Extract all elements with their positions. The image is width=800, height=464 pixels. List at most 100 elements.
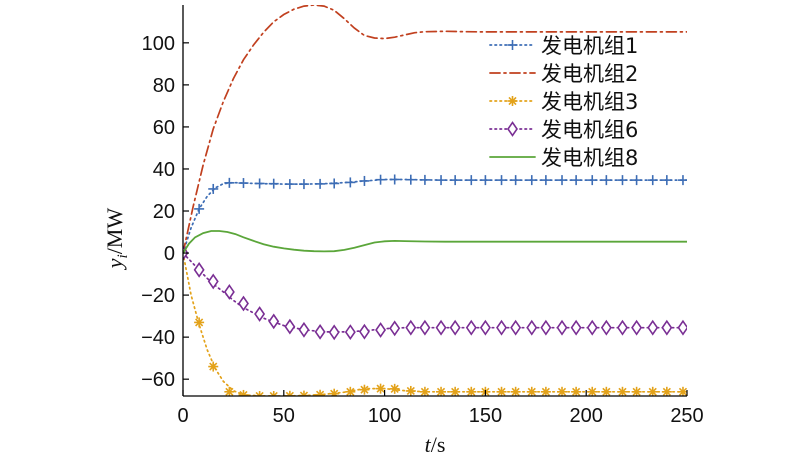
- series-1-marker: [389, 174, 400, 185]
- series-4-marker: [344, 324, 356, 341]
- series-3-marker: [419, 386, 430, 396]
- series-1-marker: [359, 175, 370, 186]
- legend-item: 发电机组1: [489, 34, 638, 58]
- series-3-marker: [375, 383, 386, 394]
- series-3-marker: [436, 386, 447, 396]
- y-tick-label: 80: [153, 75, 175, 97]
- y-axis-unit: /MW: [102, 208, 127, 255]
- y-axis-sub: i: [115, 254, 131, 258]
- series-3-marker: [466, 386, 477, 396]
- series-1-marker: [631, 175, 642, 186]
- series-4-marker: [193, 261, 205, 278]
- series-4-marker: [540, 319, 552, 336]
- series-1-marker: [496, 175, 507, 186]
- series-1-marker: [526, 175, 537, 186]
- y-axis-label: yi/MW: [102, 208, 131, 271]
- series-1-marker: [194, 203, 205, 214]
- series-3-marker: [254, 391, 265, 396]
- series-3-marker: [359, 384, 370, 395]
- series-4-marker: [328, 324, 340, 341]
- series-4-marker: [435, 319, 447, 336]
- legend-label: 发电机组2: [541, 62, 638, 86]
- series-3-marker: [647, 386, 658, 396]
- y-tick-label: −40: [141, 327, 175, 349]
- series-4-marker: [298, 321, 310, 338]
- series-1-marker: [419, 174, 430, 185]
- x-axis-var: t: [425, 432, 432, 457]
- series-3-marker: [224, 386, 235, 396]
- series-1-marker: [208, 183, 219, 194]
- series-4-marker: [465, 319, 477, 336]
- series-4-marker: [661, 319, 673, 336]
- series-3-marker: [405, 385, 416, 396]
- series-1-marker: [587, 175, 598, 186]
- series-3-marker: [571, 386, 582, 396]
- x-axis-unit: /s: [431, 432, 446, 457]
- series-1-marker: [268, 178, 279, 189]
- series-1-marker: [436, 175, 447, 186]
- series-1-marker: [405, 174, 416, 185]
- series-4-marker: [358, 323, 370, 340]
- series-4-marker: [405, 319, 417, 336]
- series-4-marker: [223, 284, 235, 300]
- series-1-marker: [617, 175, 628, 186]
- series-3-marker: [510, 386, 521, 396]
- series-1-marker: [466, 175, 477, 186]
- series-3-marker: [450, 386, 461, 396]
- series-1-marker: [315, 178, 326, 189]
- y-tick-label: −20: [141, 285, 175, 307]
- series-3-marker: [557, 386, 568, 396]
- series-4-marker: [677, 319, 687, 336]
- series-1-marker: [510, 175, 521, 186]
- series-4-marker: [254, 306, 266, 322]
- series-4-marker: [526, 319, 538, 336]
- series-3-marker: [526, 386, 537, 396]
- series-3-marker: [631, 386, 642, 396]
- series-3-marker: [238, 389, 249, 396]
- legend-item: 发电机组8: [489, 146, 638, 170]
- series-1-marker: [238, 178, 249, 189]
- series-3-marker: [540, 386, 551, 396]
- series-1-marker: [450, 175, 461, 186]
- legend-marker: [507, 121, 518, 137]
- series-1-marker: [601, 175, 612, 186]
- legend-item: 发电机组3: [489, 90, 638, 114]
- series-3-marker: [661, 386, 672, 396]
- y-tick-label: 0: [164, 243, 175, 265]
- y-tick-label: 40: [153, 159, 175, 181]
- legend: 发电机组1 发电机组2 发电机组3 发电机组6 发电机组8: [489, 34, 638, 170]
- series-4-marker: [479, 319, 491, 336]
- series-3-marker: [315, 389, 326, 396]
- series-4-marker: [419, 319, 431, 336]
- series-1-marker: [661, 175, 672, 186]
- series-3-marker: [389, 383, 400, 394]
- x-tick-label: 50: [273, 405, 295, 427]
- series-4-marker: [449, 319, 461, 336]
- series-1-marker: [345, 177, 356, 188]
- legend-item: 发电机组2: [489, 62, 638, 86]
- series-1-marker: [375, 174, 386, 185]
- legend-marker: [507, 40, 518, 50]
- series-1-marker: [540, 175, 551, 186]
- series-1-marker: [571, 175, 582, 186]
- legend-marker: [507, 96, 518, 106]
- x-tick-label: 150: [469, 405, 502, 427]
- series-3-marker: [329, 388, 340, 396]
- series-4-marker: [617, 319, 628, 336]
- series-1-marker: [224, 177, 235, 188]
- series-4-marker: [600, 319, 612, 336]
- series-4-marker: [647, 319, 659, 336]
- y-tick-label: 20: [153, 201, 175, 223]
- series-1-marker: [677, 175, 687, 186]
- axes-layer: 0 50 100 150 200 250 −60 −40 −20 0 20 40 60 80 100: [141, 5, 704, 427]
- legend-item: 发电机组6: [489, 118, 638, 142]
- series-3-marker: [601, 386, 612, 396]
- series-4-marker: [284, 318, 296, 335]
- x-tick-label: 200: [570, 405, 603, 427]
- series-3-marker: [268, 391, 279, 396]
- series-4-marker: [496, 319, 508, 336]
- series-4-marker: [268, 313, 280, 330]
- series-1-marker: [480, 175, 491, 186]
- legend-label: 发电机组8: [541, 146, 638, 170]
